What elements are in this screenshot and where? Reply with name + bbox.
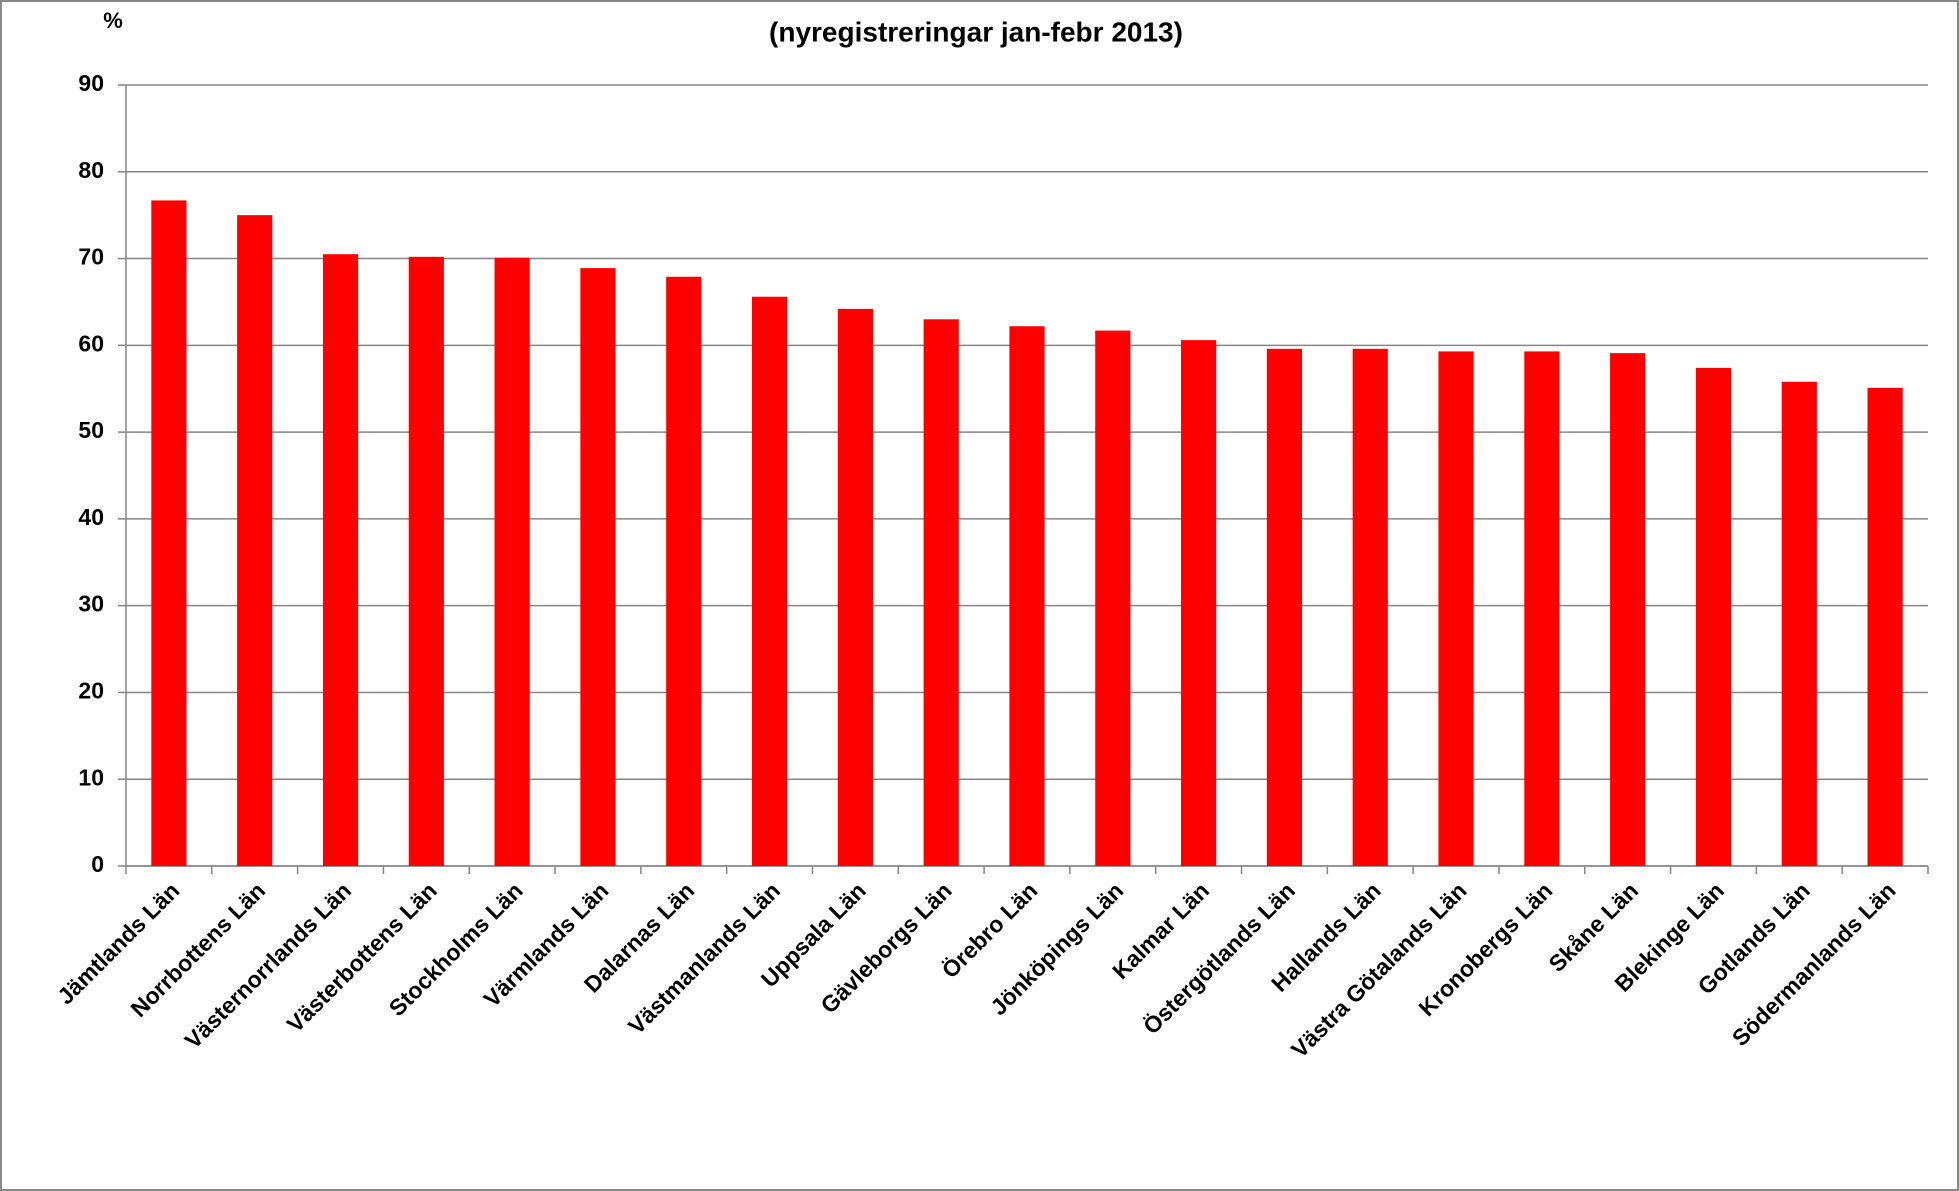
bar	[1610, 353, 1646, 867]
bar	[237, 215, 273, 866]
y-tick-label: 10	[78, 764, 104, 790]
bar	[408, 256, 444, 866]
bar	[837, 308, 873, 866]
bar	[1524, 351, 1560, 866]
bar	[1867, 387, 1903, 866]
chart-subtitle: (nyregistreringar jan-febr 2013)	[769, 16, 1183, 47]
y-axis-label: %	[103, 8, 123, 33]
y-tick-label: 30	[78, 591, 104, 617]
bar	[1695, 367, 1732, 866]
y-tick-label: 50	[78, 417, 104, 443]
bar	[494, 257, 530, 867]
bar	[322, 254, 359, 866]
bar	[751, 296, 788, 866]
bar	[580, 268, 616, 867]
bar	[666, 276, 702, 866]
bar	[151, 200, 187, 867]
bar	[1266, 348, 1303, 866]
y-tick-label: 80	[78, 157, 104, 183]
y-tick-label: 20	[78, 678, 104, 704]
y-tick-label: 60	[78, 330, 104, 356]
bar	[1181, 340, 1217, 866]
bar	[1352, 348, 1388, 866]
y-tick-label: 40	[78, 504, 104, 530]
y-tick-label: 0	[91, 851, 104, 877]
y-tick-label: 90	[78, 70, 104, 96]
bar	[1438, 351, 1474, 866]
bar	[1781, 381, 1817, 866]
bar	[923, 319, 959, 866]
y-tick-label: 70	[78, 244, 104, 270]
bar	[1009, 326, 1045, 867]
bar	[1095, 330, 1131, 866]
